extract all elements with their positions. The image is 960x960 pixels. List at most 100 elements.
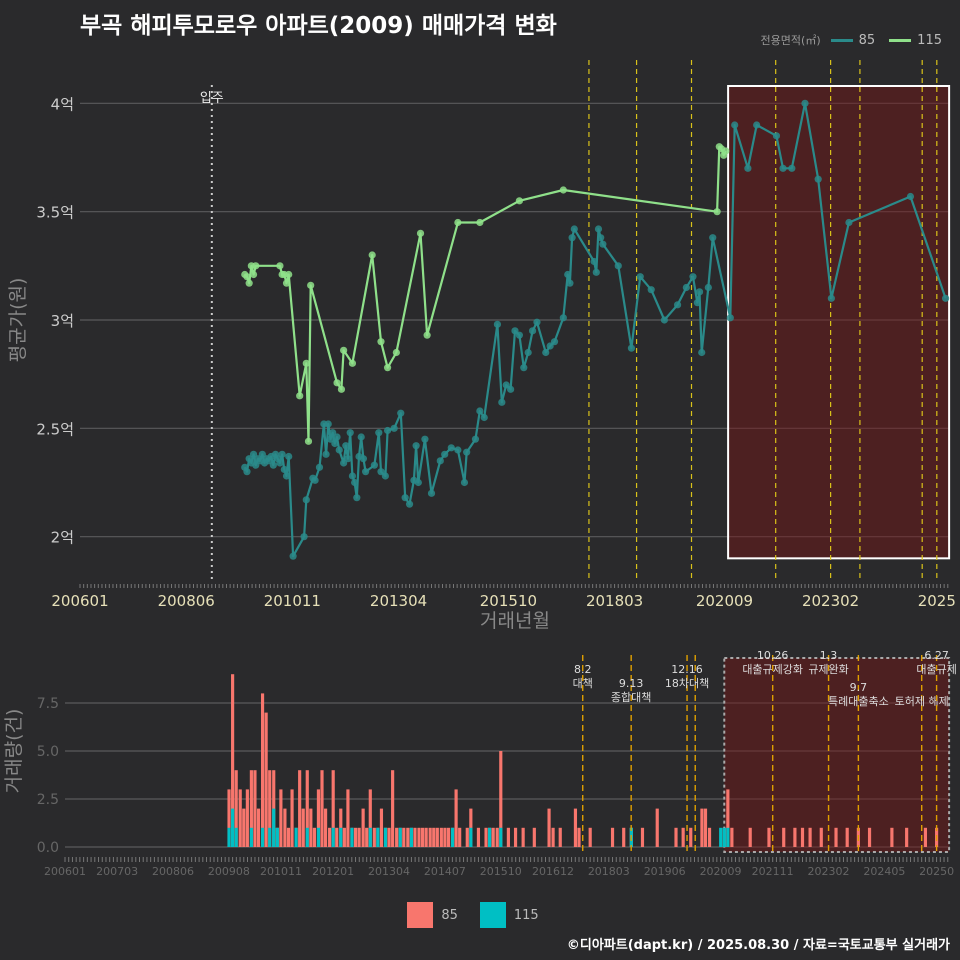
volume-bar-85 (689, 827, 693, 847)
legend-bottom-item-85: 85 (441, 907, 458, 923)
volume-bar-85 (342, 827, 346, 847)
data-point-115 (285, 270, 293, 279)
vol-x-tick-label: 200908 (208, 865, 250, 878)
volume-bar-85 (469, 808, 473, 847)
volume-bar-85 (346, 789, 350, 847)
data-point-85 (342, 442, 350, 450)
x-tick-label: 202009 (696, 592, 753, 610)
volume-bar-115 (272, 808, 276, 847)
y-tick-label: 3억 (51, 312, 74, 330)
data-point-115 (368, 251, 376, 259)
vol-x-tick-label: 200703 (96, 865, 138, 878)
volume-bar-85 (331, 770, 335, 847)
data-point-85 (300, 533, 308, 541)
volume-bar-85 (573, 808, 578, 847)
volume-bar-85 (395, 827, 399, 847)
vol-x-tick-label: 200601 (44, 865, 86, 878)
data-point-85 (731, 121, 739, 129)
volume-bar-85 (681, 827, 685, 847)
volume-bar-115 (268, 827, 272, 847)
data-point-85 (329, 429, 337, 437)
volume-bar-115 (488, 827, 492, 847)
volume-bar-85 (674, 827, 678, 847)
vol-x-tick-label: 201407 (424, 865, 466, 878)
policy-name-label: 규제완화 (808, 663, 848, 676)
volume-bar-85 (368, 789, 372, 847)
data-point-85 (436, 457, 444, 465)
volume-bar-85 (372, 827, 376, 847)
volume-bar-85 (309, 808, 313, 847)
data-point-115 (282, 279, 291, 287)
volume-bar-85 (577, 827, 581, 847)
data-point-85 (326, 435, 335, 443)
data-point-85 (289, 552, 297, 560)
volume-bar-85 (353, 827, 358, 847)
x-tick-label: 201011 (264, 592, 321, 610)
volume-bar-115 (227, 827, 231, 847)
policy-name-label: 대책 (573, 677, 593, 690)
data-point-115 (296, 392, 304, 400)
vol-y-tick-label: 7.5 (37, 696, 59, 712)
data-point-85 (599, 240, 607, 248)
volume-bar-85 (279, 789, 283, 847)
data-point-115 (713, 208, 721, 216)
data-point-85 (698, 348, 706, 357)
data-point-85 (375, 429, 383, 437)
volume-bar-85 (454, 789, 458, 847)
legend-swatch-85 (830, 38, 853, 42)
volume-bar-85 (521, 827, 525, 847)
volume-bar-85 (268, 770, 272, 847)
vol-x-tick-label: 202405 (863, 865, 905, 878)
x-tick-label: 2025 (918, 592, 956, 610)
volume-bar-85 (387, 827, 391, 847)
volume-bar-85 (272, 770, 276, 847)
vol-x-tick-label: 201612 (532, 865, 574, 878)
data-point-85 (315, 463, 324, 471)
data-point-115 (249, 270, 258, 279)
series-line-85 (243, 102, 947, 558)
vol-x-tick-label: 201011 (260, 865, 302, 878)
volume-bar-85 (234, 770, 238, 847)
volume-bar-85 (890, 827, 894, 847)
volume-bar-115 (398, 827, 402, 847)
volume-bar-85 (808, 827, 812, 847)
data-point-85 (351, 478, 359, 487)
volume-bar-85 (242, 808, 246, 847)
volume-bar-85 (432, 827, 436, 847)
vol-y-tick-label: 2.5 (37, 792, 59, 808)
vol-x-tick-label: 201510 (480, 865, 522, 878)
data-point-85 (353, 494, 361, 502)
volume-bar-85 (547, 808, 551, 847)
legend-item-85: 85 (858, 32, 876, 48)
data-point-85 (845, 218, 853, 227)
policy-name-label: 토허제 해제 (895, 694, 949, 708)
vol-x-tick-label: 20250 (919, 865, 954, 878)
volume-bar-85 (499, 751, 503, 847)
volume-bar-85 (435, 827, 439, 847)
data-point-85 (570, 225, 578, 233)
volume-bar-85 (406, 827, 410, 847)
volume-bar-85 (700, 808, 704, 847)
vol-x-tick-label: 202302 (808, 865, 850, 878)
y-tick-label: 3.5억 (36, 204, 74, 222)
data-point-85 (359, 455, 368, 463)
volume-bar-85 (703, 808, 708, 847)
volume-bar-85 (622, 827, 626, 847)
policy-date-label: 9.7 (850, 681, 868, 694)
x-tick-label: 201803 (586, 592, 643, 610)
data-point-85 (801, 99, 809, 107)
data-point-85 (421, 435, 429, 443)
volume-bar-115 (719, 827, 723, 847)
data-point-85 (285, 452, 293, 461)
data-point-85 (324, 420, 332, 428)
volume-bar-85 (227, 789, 231, 847)
volume-bar-85 (298, 770, 302, 847)
data-point-85 (533, 318, 541, 326)
volume-bar-85 (245, 789, 249, 847)
volume-bar-85 (286, 827, 291, 847)
data-point-85 (682, 283, 690, 292)
volume-bar-85 (335, 827, 339, 847)
data-point-115 (307, 281, 315, 289)
volume-bar-85 (707, 827, 712, 847)
data-point-85 (258, 450, 266, 458)
